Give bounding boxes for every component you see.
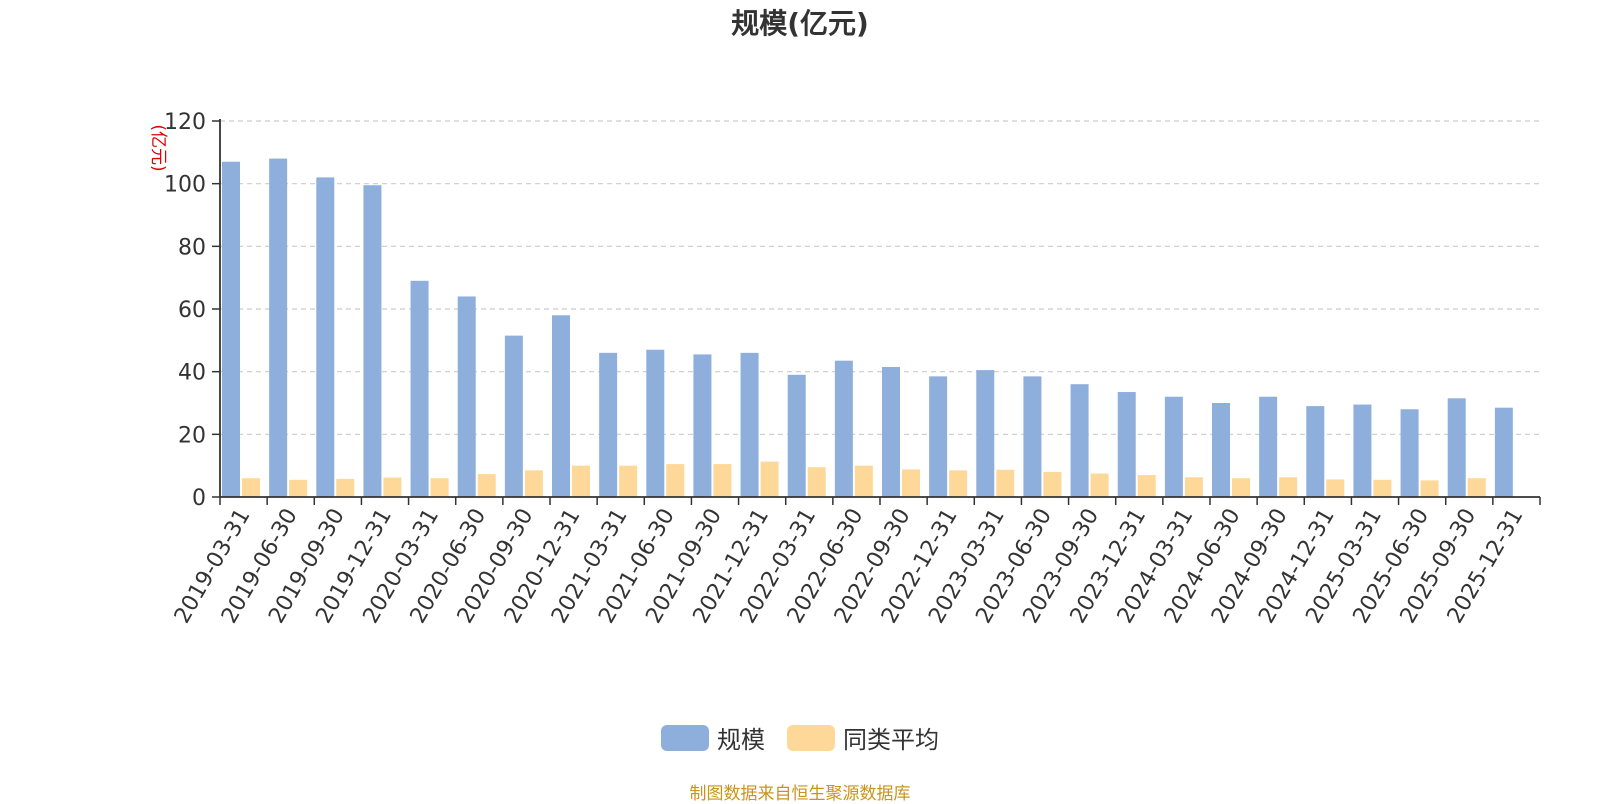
y-tick-label-0: 0	[192, 486, 206, 511]
bar-scale-2019-12-31[interactable]	[363, 185, 382, 497]
bar-peer-average-2021-09-30[interactable]	[713, 464, 732, 497]
bar-scale-2020-03-31[interactable]	[410, 280, 429, 497]
bar-scale-2020-09-30[interactable]	[504, 335, 523, 497]
bar-scale-2022-12-31[interactable]	[929, 376, 948, 497]
bar-peer-average-2021-03-31[interactable]	[619, 465, 638, 497]
bar-scale-2025-12-31[interactable]	[1494, 407, 1513, 497]
y-axis-label: (亿元)	[148, 124, 168, 171]
legend-label-peer-average: 同类平均	[843, 726, 939, 754]
bar-peer-average-2020-12-31[interactable]	[572, 465, 590, 497]
bar-scale-2024-03-31[interactable]	[1164, 396, 1183, 497]
bar-peer-average-2023-09-30[interactable]	[1090, 473, 1109, 498]
legend-item-scale[interactable]: 规模	[661, 720, 765, 755]
bar-layer	[222, 158, 1513, 498]
y-tick-label-80: 80	[178, 235, 206, 260]
axis-layer	[212, 119, 1541, 505]
bar-peer-average-2025-06-30[interactable]	[1420, 480, 1439, 497]
bar-scale-2024-12-31[interactable]	[1306, 406, 1325, 497]
bar-scale-2022-06-30[interactable]	[834, 360, 853, 497]
bar-peer-average-2022-03-31[interactable]	[807, 467, 826, 497]
bar-peer-average-2022-09-30[interactable]	[902, 469, 920, 497]
y-tick-label-100: 100	[164, 173, 206, 198]
bar-scale-2019-09-30[interactable]	[316, 177, 335, 497]
bar-peer-average-2024-06-30[interactable]	[1232, 478, 1250, 497]
bar-peer-average-2025-03-31[interactable]	[1373, 479, 1392, 497]
bar-scale-2025-09-30[interactable]	[1447, 398, 1466, 497]
y-tick-label-120: 120	[164, 110, 206, 135]
bar-scale-2019-06-30[interactable]	[269, 158, 288, 497]
bar-scale-2021-12-31[interactable]	[740, 352, 759, 497]
bar-scale-2025-03-31[interactable]	[1353, 404, 1372, 497]
legend-swatch-peer-average	[787, 724, 835, 751]
y-tick-label-20: 20	[178, 423, 206, 448]
bar-scale-2021-09-30[interactable]	[693, 354, 712, 497]
y-tick-label-60: 60	[178, 298, 206, 323]
bar-peer-average-2023-03-31[interactable]	[996, 469, 1015, 497]
bar-peer-average-2023-12-31[interactable]	[1137, 475, 1156, 497]
bar-scale-2020-12-31[interactable]	[552, 315, 570, 497]
bar-peer-average-2019-09-30[interactable]	[336, 478, 355, 497]
bar-peer-average-2021-06-30[interactable]	[666, 464, 685, 497]
y-tick-label-40: 40	[178, 361, 206, 386]
bar-peer-average-2022-12-31[interactable]	[949, 470, 968, 497]
grid-layer	[220, 120, 1540, 435]
bar-peer-average-2020-03-31[interactable]	[430, 478, 449, 497]
bar-peer-average-2024-12-31[interactable]	[1326, 479, 1345, 497]
bar-scale-2024-06-30[interactable]	[1212, 403, 1230, 497]
bar-peer-average-2024-09-30[interactable]	[1279, 477, 1298, 497]
legend: 规模 同类平均	[0, 720, 1600, 755]
bar-scale-2023-12-31[interactable]	[1117, 392, 1136, 497]
bar-peer-average-2024-03-31[interactable]	[1184, 477, 1203, 497]
bar-peer-average-2025-09-30[interactable]	[1467, 478, 1486, 497]
bar-scale-2022-03-31[interactable]	[787, 374, 806, 497]
bar-peer-average-2023-06-30[interactable]	[1043, 471, 1062, 497]
bar-scale-2021-06-30[interactable]	[646, 349, 665, 497]
bar-scale-2023-06-30[interactable]	[1023, 376, 1042, 497]
bar-scale-2022-09-30[interactable]	[882, 366, 900, 497]
bar-peer-average-2019-03-31[interactable]	[242, 478, 260, 497]
bar-scale-2020-06-30[interactable]	[457, 296, 476, 497]
bar-peer-average-2021-12-31[interactable]	[760, 461, 779, 497]
bar-peer-average-2019-12-31[interactable]	[383, 477, 402, 497]
bar-scale-2021-03-31[interactable]	[599, 352, 618, 497]
bar-scale-2023-03-31[interactable]	[976, 370, 995, 497]
legend-label-scale: 规模	[717, 726, 765, 754]
bar-scale-2019-03-31[interactable]	[222, 161, 240, 497]
bar-scale-2024-09-30[interactable]	[1259, 396, 1278, 497]
source-note: 制图数据来自恒生聚源数据库	[689, 784, 911, 804]
legend-item-peer-average[interactable]: 同类平均	[787, 720, 939, 755]
bar-scale-2025-06-30[interactable]	[1400, 409, 1419, 497]
bar-peer-average-2022-06-30[interactable]	[854, 465, 873, 497]
bar-peer-average-2020-09-30[interactable]	[524, 470, 543, 497]
bar-peer-average-2020-06-30[interactable]	[477, 474, 496, 497]
bar-scale-2023-09-30[interactable]	[1070, 384, 1089, 497]
legend-swatch-scale	[661, 724, 709, 751]
chart-title: 规模(亿元)	[731, 7, 869, 40]
bar-peer-average-2019-06-30[interactable]	[289, 479, 308, 497]
